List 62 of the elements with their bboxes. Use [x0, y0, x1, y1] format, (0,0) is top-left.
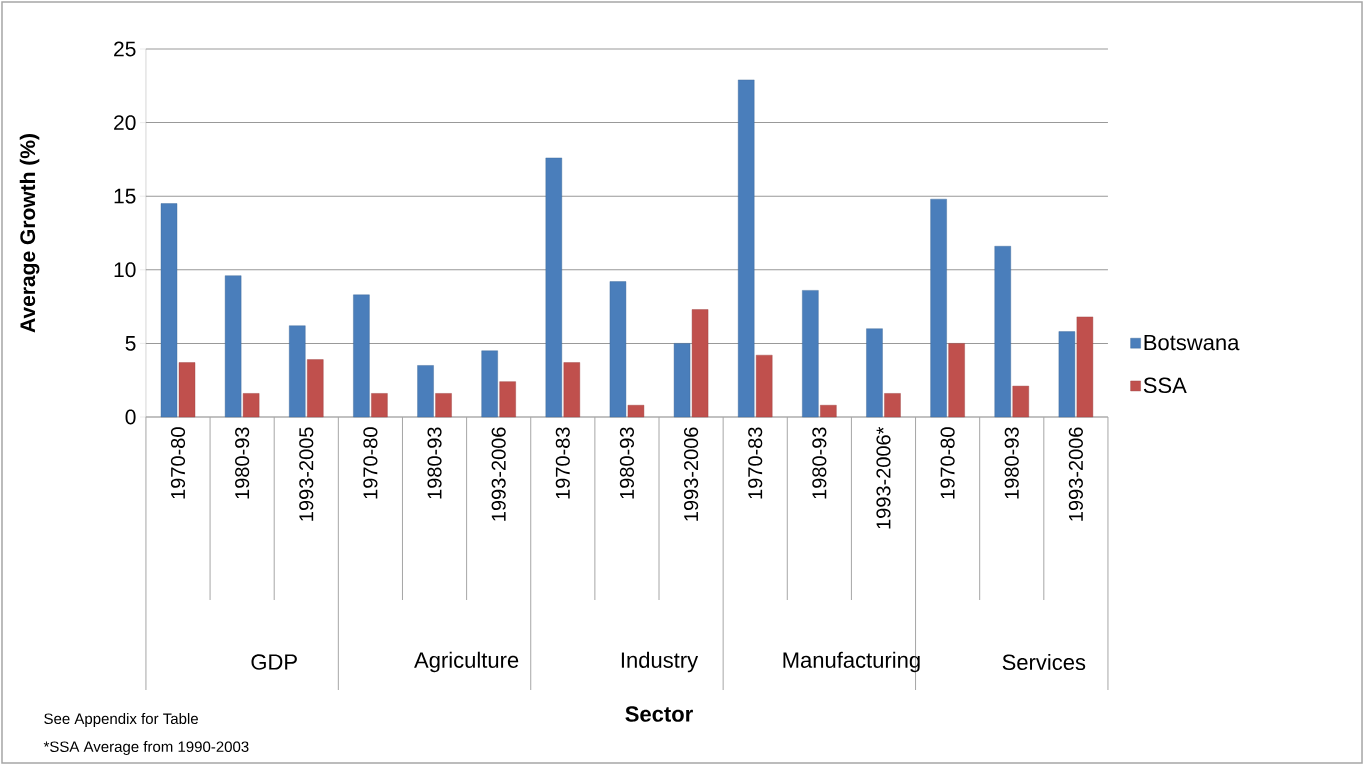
x-tick-label: 1980-93 [619, 427, 635, 499]
bar [627, 405, 645, 418]
y-tick-label: 10 [114, 262, 136, 278]
bar [307, 359, 324, 418]
x-tick-label: 1970-80 [363, 427, 378, 499]
x-tick-label: 1993-2006 [1068, 427, 1083, 521]
bar [820, 405, 837, 418]
text: Services [1002, 653, 1086, 671]
bar [1012, 385, 1029, 418]
text: *SSA Average from 1990-2003 [43, 741, 249, 755]
legend-label: Botswana [1144, 334, 1240, 351]
bar [289, 325, 306, 418]
bar [1058, 331, 1076, 418]
y-tick-label: 0 [125, 409, 136, 425]
bar [545, 157, 563, 418]
bar [371, 393, 388, 418]
bar [160, 203, 178, 418]
text: See Appendix for Table [44, 713, 198, 727]
bar [802, 290, 819, 418]
bar [884, 393, 901, 418]
x-tick-label: 1970-83 [555, 427, 570, 499]
y-tick-label: 25 [114, 41, 136, 57]
bar [866, 328, 883, 418]
x-tick-label: 1970-80 [170, 427, 186, 499]
x-tick-label: 1980-93 [427, 427, 442, 499]
bar [499, 381, 516, 418]
x-tick-label: 1980-93 [235, 427, 250, 499]
bar [930, 198, 947, 418]
legend-label: SSA [1143, 377, 1187, 394]
bar [435, 393, 452, 418]
bar [353, 294, 370, 418]
x-tick-label: 1993-2006* [876, 426, 891, 529]
text: Manufacturing [783, 651, 920, 673]
bar [242, 393, 260, 418]
y-tick-label: 5 [125, 336, 136, 351]
bar [1076, 316, 1094, 418]
bar [563, 362, 581, 418]
x-tick-label: 1993-2005 [299, 427, 314, 521]
text: Agriculture [414, 651, 519, 673]
x-tick-label: 1993-2006 [491, 427, 506, 521]
x-tick-label: 1970-80 [940, 427, 955, 499]
x-tick-label: 1980-93 [1004, 427, 1019, 499]
bar [756, 354, 773, 418]
bar [673, 343, 691, 418]
y-tick-label: 20 [114, 115, 136, 131]
y-tick-label: 15 [114, 188, 136, 204]
bar [178, 362, 196, 418]
text: Industry [621, 651, 699, 673]
y-axis-title: Average Growth (%) [19, 134, 40, 333]
bar [994, 246, 1011, 418]
x-tick-label: 1970-83 [748, 427, 763, 499]
bar [224, 275, 242, 418]
bar [481, 350, 498, 418]
x-tick-label: 1980-93 [812, 427, 827, 499]
bar [691, 309, 709, 418]
bar [948, 343, 965, 418]
text: Sector [625, 706, 693, 722]
bar [417, 365, 434, 418]
bar [738, 79, 755, 418]
text: GDP [251, 654, 297, 670]
x-tick-label: 1993-2006 [684, 427, 699, 521]
bar [609, 281, 627, 418]
